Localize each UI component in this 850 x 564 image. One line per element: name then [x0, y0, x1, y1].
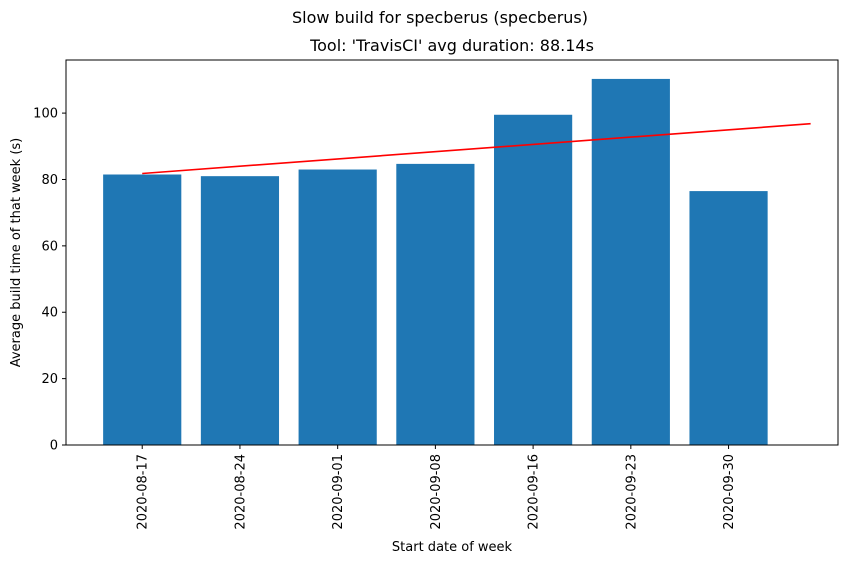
x-ticks: 2020-08-17 2020-08-24 2020-09-01 2020-09-08…: [136, 445, 737, 530]
bar-2020-08-24: [200, 176, 280, 445]
bar-2020-09-01: [298, 169, 377, 445]
bars-group: [103, 78, 768, 446]
y-ticks: 0 20 40 60 80 100: [33, 107, 66, 454]
x-tick-label: 2020-08-17: [136, 454, 151, 530]
axes-frame: [65, 59, 839, 446]
bar-2020-09-30: [689, 191, 768, 445]
x-tick-label: 2020-08-24: [233, 454, 248, 530]
bar-2020-09-23: [591, 78, 670, 446]
trend-group: [142, 122, 811, 175]
bar-2020-09-16: [494, 114, 573, 445]
y-tick-label: 20: [41, 372, 58, 387]
chart-title: Tool: 'TravisCI' avg duration: 88.14s: [309, 36, 594, 55]
x-axis-label: Start date of week: [392, 540, 513, 555]
trend-line: [142, 122, 811, 175]
figure-suptitle: Slow build for specberus (specberus): [291, 8, 589, 27]
x-tick-label: 2020-09-08: [429, 454, 444, 530]
y-tick-label: 80: [41, 173, 58, 188]
y-tick-label: 40: [41, 306, 58, 321]
bar-2020-09-08: [396, 163, 475, 446]
x-tick-label: 2020-09-16: [527, 454, 542, 530]
y-tick-label: 0: [50, 439, 58, 454]
y-tick-label: 100: [33, 107, 58, 122]
x-tick-label: 2020-09-30: [722, 454, 737, 530]
x-tick-label: 2020-09-01: [331, 454, 346, 530]
y-tick-label: 60: [41, 239, 58, 254]
x-tick-label: 2020-09-23: [624, 454, 639, 530]
bar-2020-08-17: [103, 174, 182, 445]
y-axis-label: Average build time of that week (s): [9, 138, 24, 368]
